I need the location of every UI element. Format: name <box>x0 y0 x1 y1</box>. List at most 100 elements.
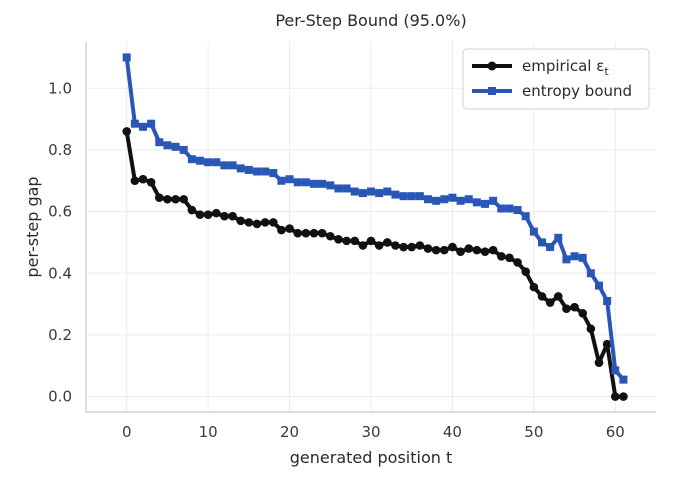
data-point <box>472 198 481 207</box>
data-point <box>391 241 400 250</box>
data-point <box>546 243 555 252</box>
x-tick-labels: 0 10 20 30 40 50 60 <box>122 423 625 441</box>
data-point <box>480 247 490 256</box>
legend-label-empirical-main: empirical ε <box>522 57 604 75</box>
data-point <box>578 309 588 318</box>
data-point <box>497 204 506 213</box>
y-tick-label: 0.6 <box>48 203 72 221</box>
data-point <box>204 158 213 167</box>
data-point <box>236 164 245 173</box>
data-point <box>342 236 351 246</box>
data-point <box>139 122 147 131</box>
data-point <box>448 242 457 252</box>
data-point <box>179 145 188 154</box>
chart-title: Per-Step Bound (95.0%) <box>275 11 466 30</box>
data-point <box>211 208 221 218</box>
x-axis-label: generated position t <box>290 448 452 467</box>
data-point <box>586 324 596 334</box>
data-point <box>489 196 498 205</box>
data-point <box>439 245 449 255</box>
data-point <box>350 187 359 196</box>
y-tick-labels: 0.0 0.2 0.4 0.6 0.8 1.0 <box>48 79 72 405</box>
data-point <box>147 119 156 128</box>
data-point <box>554 233 563 242</box>
data-point <box>154 193 164 203</box>
data-point <box>268 218 278 227</box>
axes <box>85 42 656 413</box>
data-point <box>513 258 522 267</box>
data-point <box>464 195 473 204</box>
data-point <box>391 190 400 199</box>
data-point <box>521 212 530 221</box>
data-point <box>424 195 432 204</box>
data-point <box>293 228 303 238</box>
data-point <box>171 194 180 204</box>
y-tick-label: 1.0 <box>48 79 72 97</box>
data-point <box>570 302 579 312</box>
data-point <box>594 358 604 367</box>
data-point <box>513 206 522 215</box>
data-point <box>367 187 375 196</box>
data-point <box>562 304 571 314</box>
data-point <box>603 297 612 305</box>
x-tick-label: 0 <box>122 423 132 441</box>
data-point <box>407 192 416 201</box>
data-point <box>432 196 441 205</box>
data-point <box>619 375 628 384</box>
x-tick-label: 10 <box>199 423 218 441</box>
x-tick-label: 20 <box>280 423 299 441</box>
data-point <box>619 392 628 401</box>
y-tick-label: 0.8 <box>48 141 72 159</box>
data-point <box>415 241 425 250</box>
data-point <box>244 165 253 174</box>
data-point <box>578 253 587 262</box>
series-empirical <box>122 127 628 401</box>
legend-marker-entropy <box>488 87 496 95</box>
data-point <box>602 339 612 349</box>
legend-label-empirical-subscript: t <box>604 65 609 78</box>
x-tick-label: 60 <box>606 423 625 441</box>
x-tick-label: 30 <box>361 423 380 441</box>
data-point <box>521 267 531 277</box>
data-point <box>163 194 172 204</box>
data-point <box>538 238 546 247</box>
y-axis-label: per-step gap <box>23 176 42 277</box>
data-point <box>155 138 164 147</box>
data-point <box>472 245 482 255</box>
y-tick-label: 0.2 <box>48 326 72 344</box>
data-point <box>318 179 327 188</box>
data-point <box>146 177 156 187</box>
data-point <box>570 252 579 261</box>
data-point <box>529 282 539 292</box>
data-point <box>595 281 603 290</box>
data-point <box>383 187 392 196</box>
data-point <box>553 292 563 301</box>
data-point <box>163 141 172 150</box>
data-point <box>228 211 237 221</box>
data-point <box>456 247 465 256</box>
data-point <box>496 251 506 261</box>
data-point <box>122 53 131 62</box>
data-point <box>415 192 424 201</box>
data-point <box>212 158 221 167</box>
data-point <box>431 245 441 255</box>
data-point <box>309 228 319 238</box>
legend-marker-empirical <box>487 61 497 71</box>
series-line <box>124 129 626 399</box>
data-point <box>220 161 229 170</box>
series-entropy-bound <box>122 53 628 384</box>
data-point <box>326 181 335 190</box>
data-point <box>382 238 392 247</box>
data-point <box>171 142 180 151</box>
data-point <box>423 244 433 253</box>
data-point <box>203 210 213 219</box>
data-point <box>375 189 384 198</box>
x-tick-label: 40 <box>443 423 462 441</box>
data-point <box>464 244 474 253</box>
y-tick-label: 0.0 <box>48 388 72 406</box>
data-point <box>228 161 237 170</box>
data-point <box>350 236 360 246</box>
data-point <box>220 211 229 221</box>
legend: empirical εt entropy bound <box>462 48 650 110</box>
